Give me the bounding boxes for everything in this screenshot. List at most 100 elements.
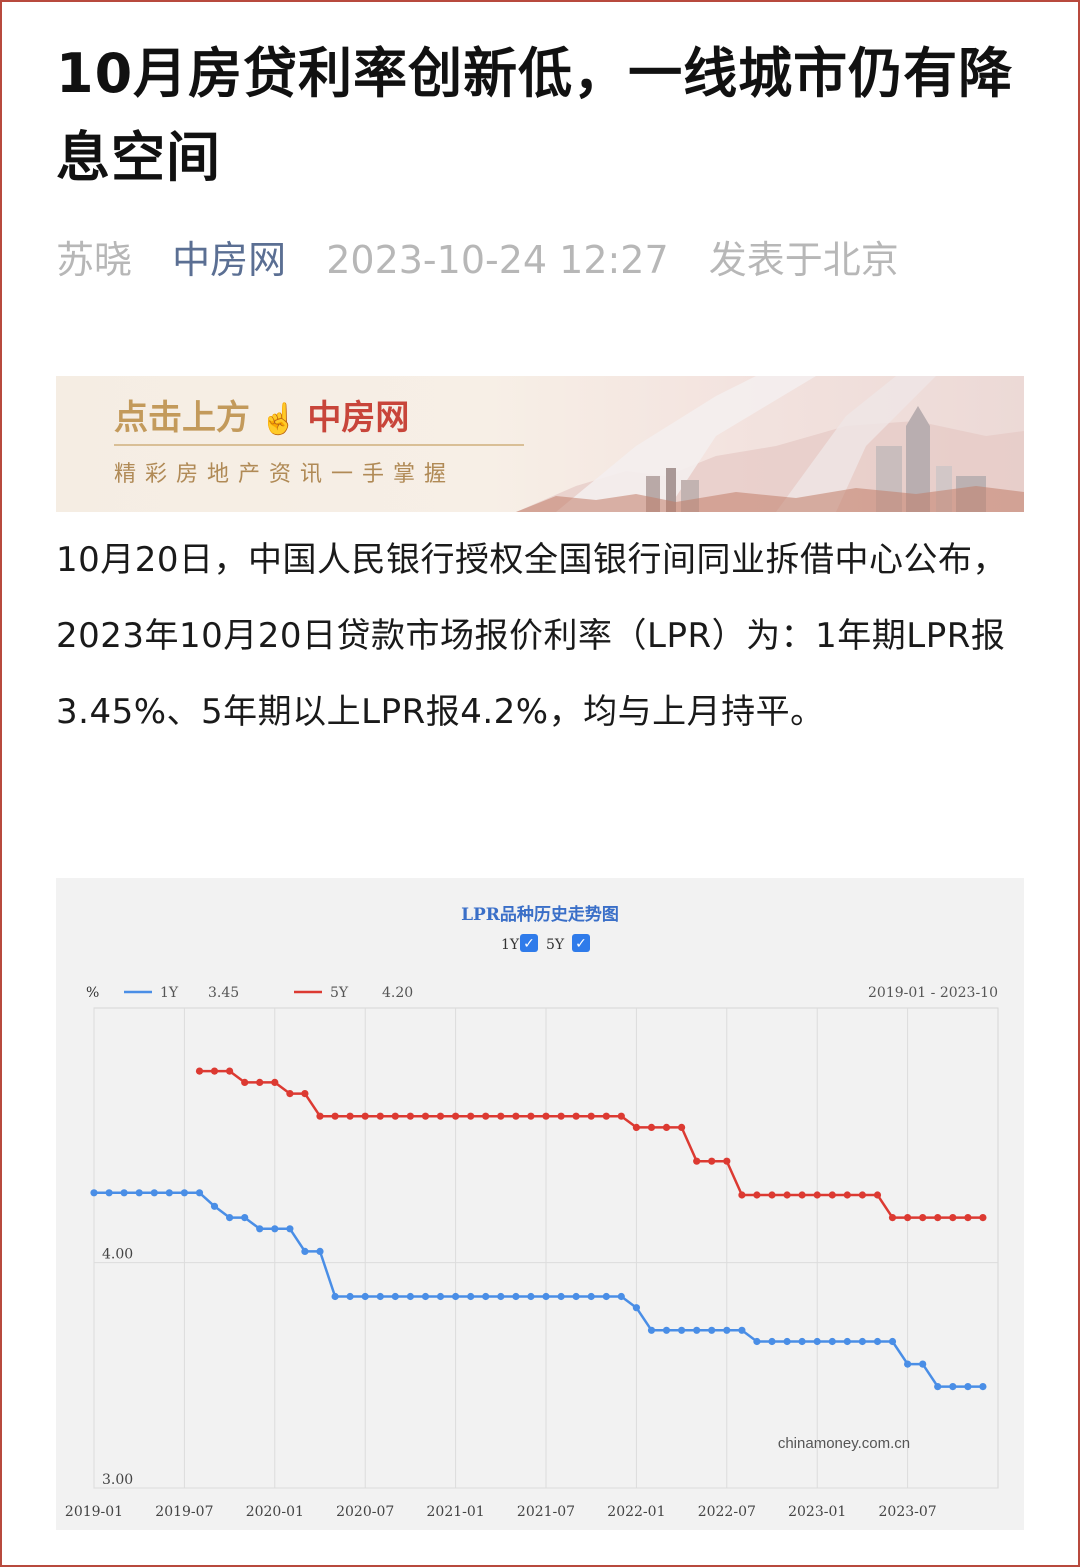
data-point-1y[interactable] (753, 1337, 761, 1346)
data-point-1y[interactable] (180, 1189, 188, 1197)
data-point-1y[interactable] (768, 1337, 776, 1346)
data-point-5y[interactable] (964, 1214, 972, 1222)
data-point-1y[interactable] (210, 1202, 219, 1210)
data-point-1y[interactable] (512, 1292, 520, 1301)
data-point-5y[interactable] (813, 1191, 821, 1199)
data-point-1y[interactable] (482, 1292, 490, 1301)
data-point-1y[interactable] (964, 1383, 972, 1391)
data-point-5y[interactable] (979, 1214, 987, 1222)
data-point-1y[interactable] (949, 1383, 957, 1391)
data-point-5y[interactable] (934, 1214, 942, 1222)
data-point-1y[interactable] (467, 1292, 475, 1301)
legend-5y[interactable]: 5Y 4.20 (294, 985, 413, 1001)
data-point-1y[interactable] (436, 1292, 445, 1301)
data-point-1y[interactable] (391, 1292, 399, 1301)
data-point-1y[interactable] (979, 1383, 987, 1391)
data-point-1y[interactable] (858, 1337, 867, 1346)
data-point-1y[interactable] (708, 1326, 716, 1334)
data-point-5y[interactable] (949, 1214, 957, 1222)
data-point-1y[interactable] (105, 1189, 113, 1197)
data-point-5y[interactable] (542, 1112, 550, 1120)
data-point-1y[interactable] (150, 1189, 158, 1197)
data-point-5y[interactable] (678, 1123, 686, 1131)
data-point-5y[interactable] (195, 1067, 204, 1075)
data-point-5y[interactable] (572, 1112, 580, 1120)
data-point-5y[interactable] (467, 1112, 475, 1120)
data-point-1y[interactable] (195, 1189, 204, 1197)
data-point-5y[interactable] (647, 1123, 656, 1131)
data-point-5y[interactable] (436, 1112, 445, 1120)
data-point-1y[interactable] (873, 1337, 882, 1346)
checkbox-1y[interactable] (520, 934, 538, 952)
data-point-5y[interactable] (421, 1112, 430, 1120)
data-point-5y[interactable] (301, 1090, 309, 1098)
data-point-1y[interactable] (286, 1225, 294, 1233)
data-point-1y[interactable] (331, 1292, 339, 1301)
data-point-5y[interactable] (482, 1112, 490, 1120)
data-point-5y[interactable] (587, 1112, 595, 1120)
data-point-1y[interactable] (90, 1189, 98, 1197)
data-point-1y[interactable] (527, 1292, 535, 1301)
data-point-1y[interactable] (647, 1326, 656, 1334)
data-point-1y[interactable] (904, 1360, 912, 1368)
checkbox-5y[interactable] (572, 934, 590, 952)
data-point-1y[interactable] (678, 1326, 686, 1334)
data-point-1y[interactable] (919, 1360, 927, 1368)
data-point-1y[interactable] (572, 1292, 580, 1301)
data-point-1y[interactable] (617, 1292, 625, 1301)
follow-banner[interactable]: 点击上方 ☝ 中房网 精彩房地产资讯一手掌握 (56, 376, 1024, 512)
series-toggle-5y[interactable]: 5Y ✓ (546, 934, 590, 953)
data-point-5y[interactable] (888, 1214, 897, 1222)
data-point-1y[interactable] (662, 1326, 671, 1334)
data-point-5y[interactable] (768, 1191, 776, 1199)
data-point-5y[interactable] (557, 1112, 565, 1120)
data-point-5y[interactable] (316, 1112, 324, 1120)
data-point-1y[interactable] (602, 1292, 610, 1301)
data-point-5y[interactable] (662, 1123, 671, 1131)
data-point-5y[interactable] (286, 1090, 294, 1098)
series-toggle-1y[interactable]: 1Y ✓ (501, 934, 538, 953)
data-point-5y[interactable] (376, 1112, 384, 1120)
source-link[interactable]: 中房网 (172, 238, 287, 282)
data-point-1y[interactable] (632, 1304, 641, 1312)
data-point-1y[interactable] (271, 1225, 279, 1233)
data-point-1y[interactable] (452, 1292, 460, 1301)
data-point-5y[interactable] (256, 1078, 264, 1086)
data-point-1y[interactable] (738, 1326, 746, 1334)
data-point-1y[interactable] (542, 1292, 550, 1301)
data-point-5y[interactable] (406, 1112, 414, 1120)
data-point-5y[interactable] (738, 1191, 746, 1199)
data-point-1y[interactable] (301, 1247, 309, 1255)
data-point-1y[interactable] (256, 1225, 264, 1233)
data-point-1y[interactable] (587, 1292, 595, 1301)
data-point-5y[interactable] (919, 1214, 927, 1222)
data-point-5y[interactable] (497, 1112, 505, 1120)
data-point-1y[interactable] (165, 1189, 173, 1197)
data-point-5y[interactable] (331, 1112, 339, 1120)
data-point-5y[interactable] (226, 1067, 234, 1075)
data-point-1y[interactable] (723, 1326, 731, 1334)
data-point-5y[interactable] (512, 1112, 520, 1120)
data-point-1y[interactable] (557, 1292, 565, 1301)
data-point-1y[interactable] (888, 1337, 897, 1346)
data-point-1y[interactable] (406, 1292, 414, 1301)
data-point-1y[interactable] (316, 1247, 324, 1255)
data-point-5y[interactable] (723, 1157, 731, 1165)
data-point-5y[interactable] (210, 1067, 219, 1075)
data-point-1y[interactable] (241, 1214, 249, 1222)
data-point-1y[interactable] (813, 1337, 821, 1346)
data-point-5y[interactable] (693, 1157, 701, 1165)
author-name[interactable]: 苏晓 (56, 238, 133, 282)
data-point-5y[interactable] (391, 1112, 399, 1120)
data-point-1y[interactable] (934, 1383, 942, 1391)
data-point-5y[interactable] (241, 1078, 249, 1086)
data-point-5y[interactable] (753, 1191, 761, 1199)
data-point-5y[interactable] (708, 1157, 716, 1165)
data-point-5y[interactable] (361, 1112, 369, 1120)
data-point-5y[interactable] (858, 1191, 867, 1199)
data-point-5y[interactable] (783, 1191, 791, 1199)
data-point-1y[interactable] (361, 1292, 369, 1301)
data-point-5y[interactable] (873, 1191, 882, 1199)
legend-1y[interactable]: 1Y 3.45 (124, 985, 239, 1001)
data-point-5y[interactable] (632, 1123, 641, 1131)
